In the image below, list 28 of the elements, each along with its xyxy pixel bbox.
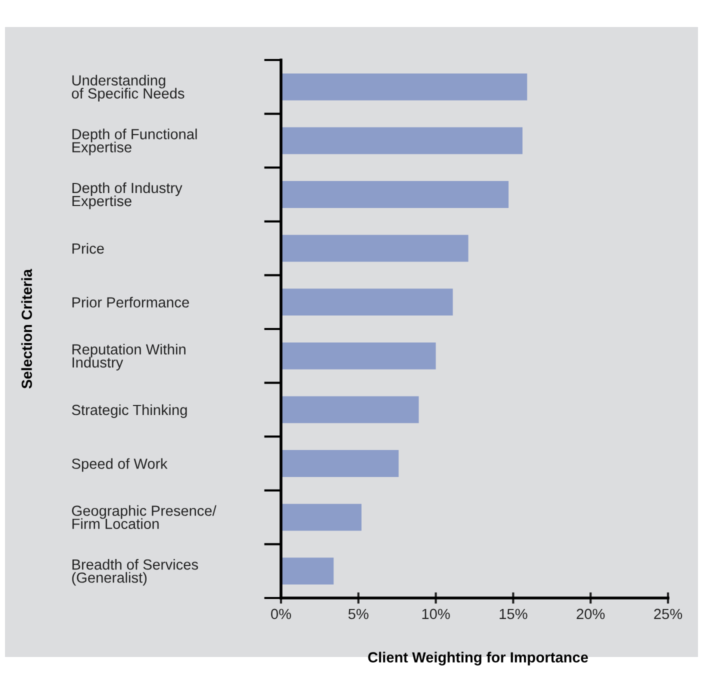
y-tick-label: Understanding of Specific Needs [72,74,184,102]
bar [281,504,362,531]
y-tick-label: Breadth of Services (Generalist) [72,559,198,586]
x-tick-label: 10% [422,608,450,620]
y-tick-label: Depth of Industry Expertise [72,182,182,210]
bar [281,342,436,370]
y-tick-label: Depth of Functional Expertise [72,128,197,156]
y-tick-label: Reputation Within Industry [72,344,186,370]
x-axis-title: Client Weighting for Importance [368,652,588,666]
x-tick-label: 20% [576,608,605,620]
bar [281,558,334,585]
y-axis-title: Selection Criteria [21,268,32,389]
bar [281,127,522,154]
bar [281,181,509,208]
y-tick-label: Geographic Presence/ Firm Location [72,505,216,529]
bar [281,396,419,424]
x-tick-label: 25% [654,608,682,620]
y-tick-label: Prior Performance [72,296,189,308]
y-tick-label: Price [72,243,104,254]
y-tick-label: Strategic Thinking [72,404,187,418]
x-tick-label: 0% [271,608,292,620]
y-tick-label: Speed of Work [72,458,168,472]
bar [281,288,453,316]
bar [281,73,528,100]
x-tick-label: 5% [348,608,368,620]
bar [281,450,399,477]
bar [281,234,468,262]
x-tick-label: 15% [500,608,528,620]
